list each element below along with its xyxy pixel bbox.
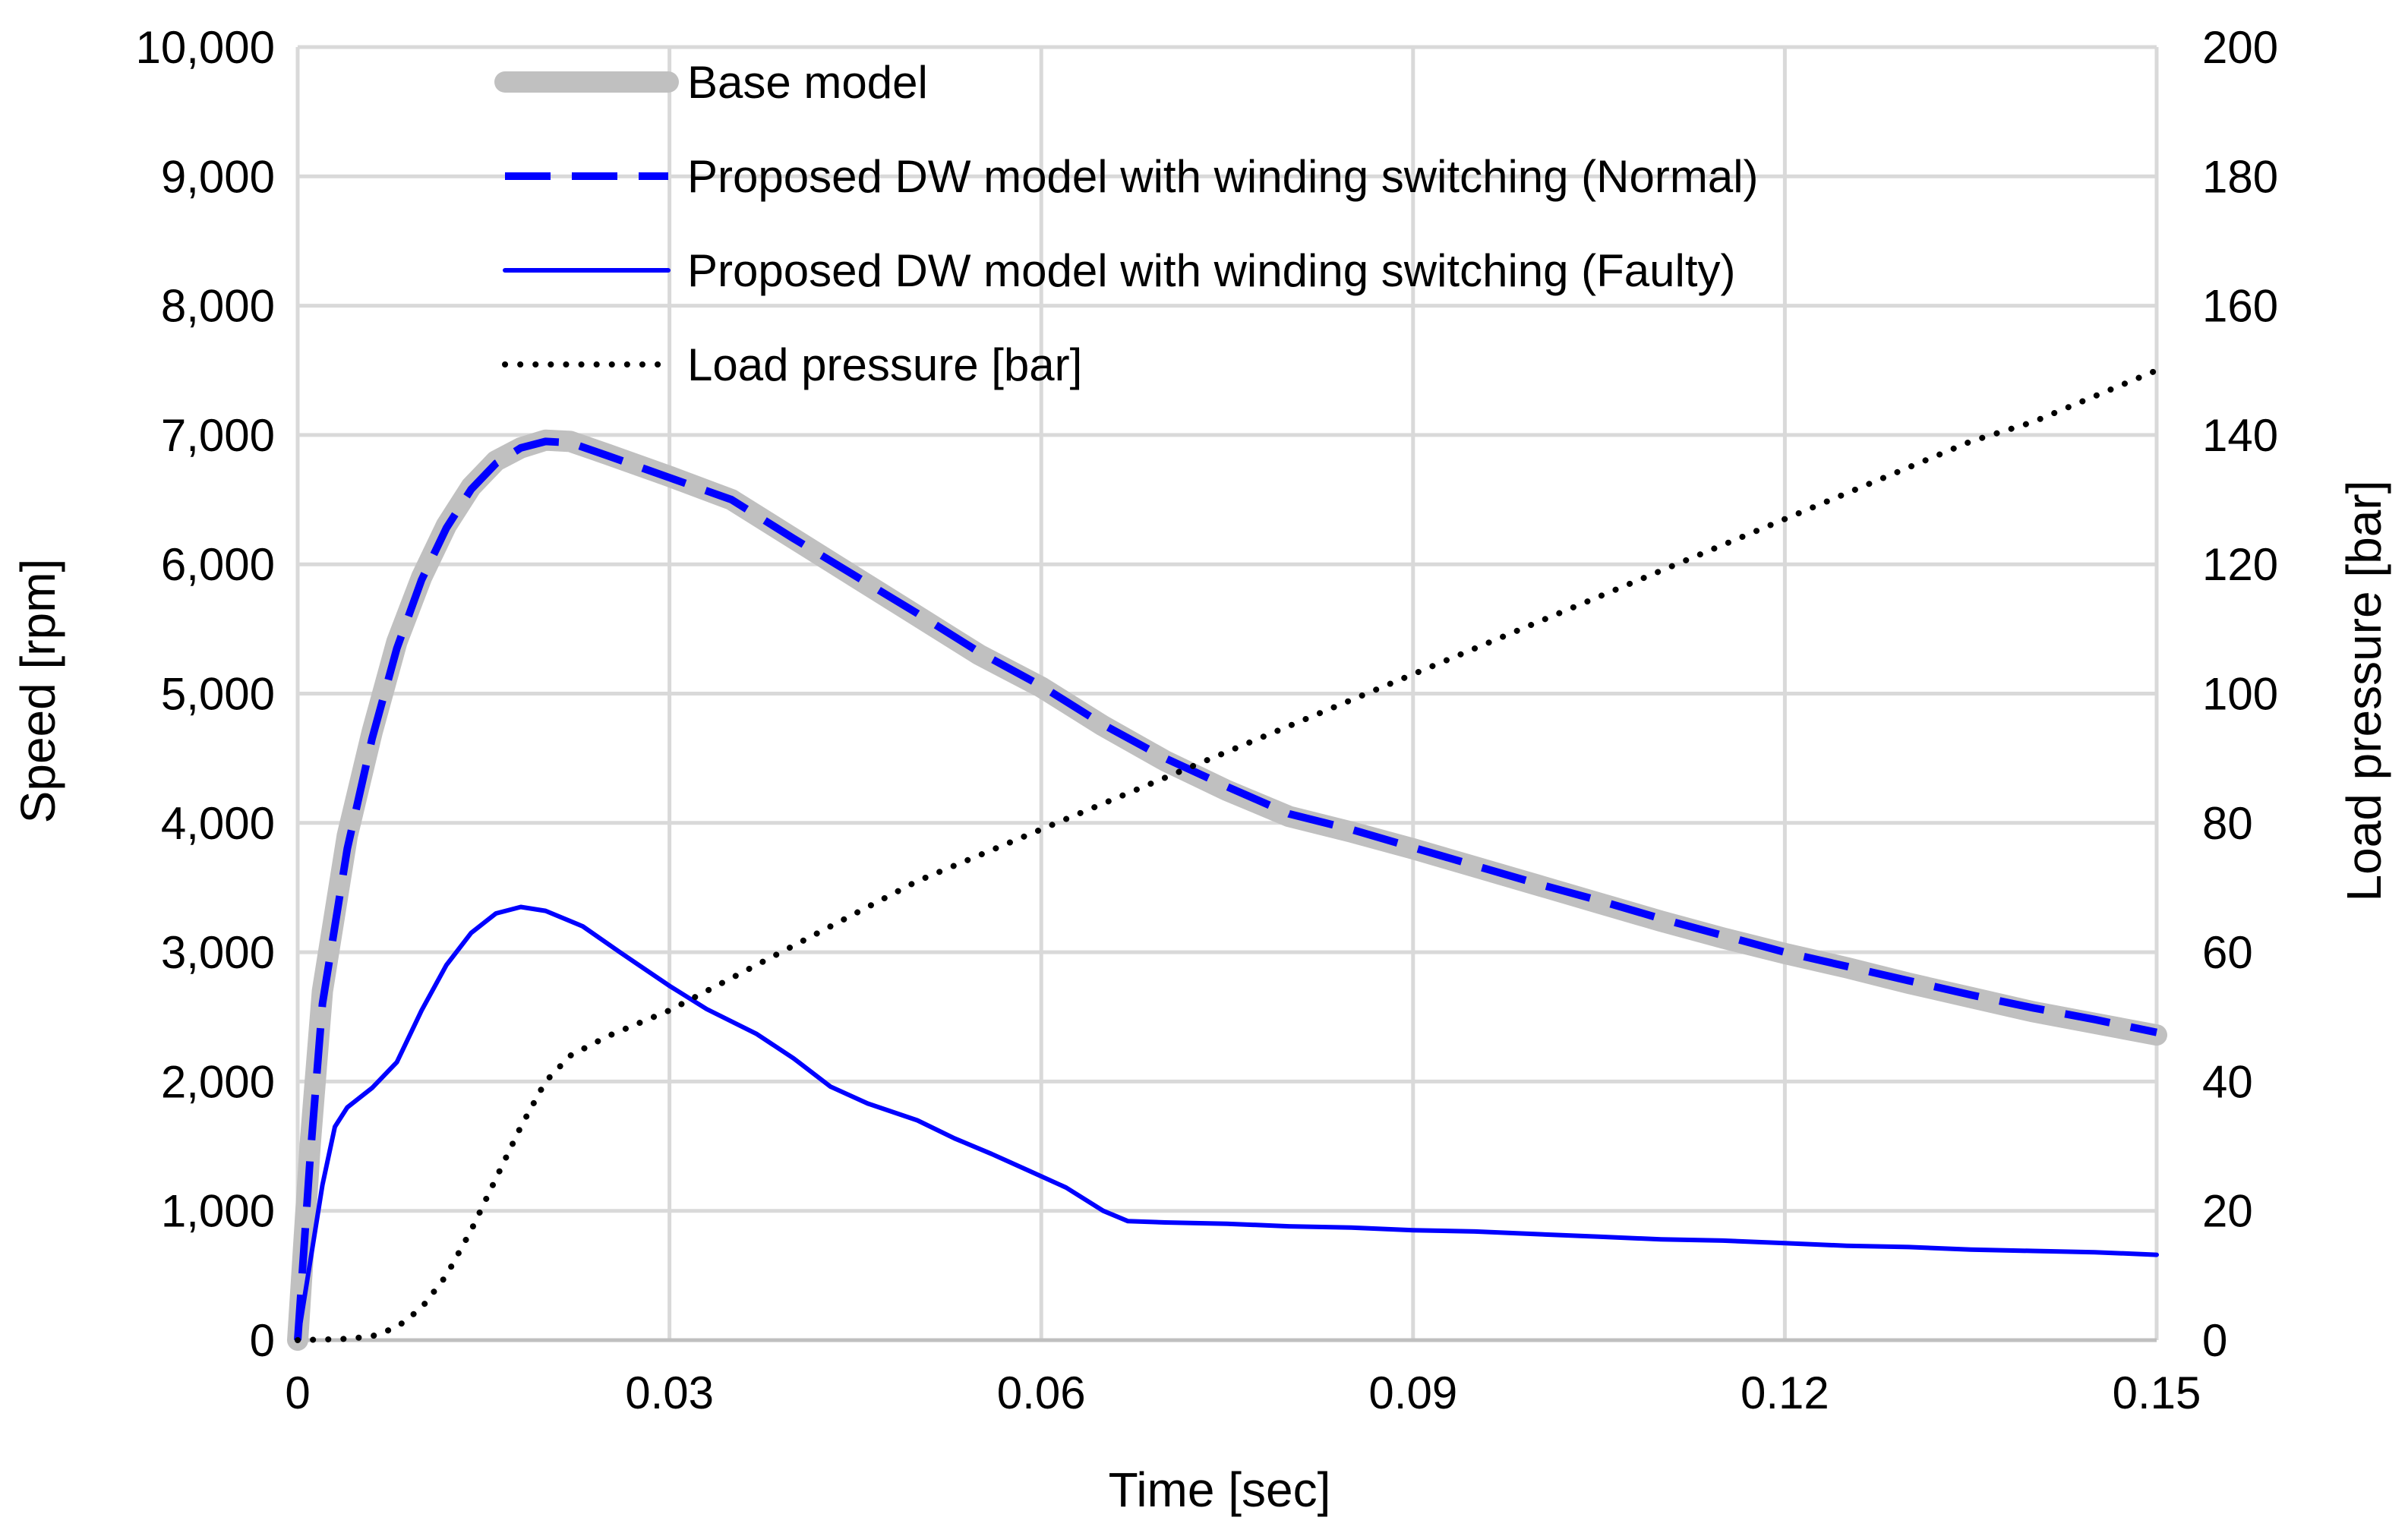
series-line-2 — [294, 437, 2158, 1341]
legend-label-1: Base model — [687, 57, 928, 108]
y-right-tick-label: 180 — [2202, 151, 2278, 202]
x-tick-label: 0.03 — [625, 1367, 714, 1418]
y-right-tick-label: 140 — [2202, 410, 2278, 461]
series-line-3 — [295, 904, 2159, 1342]
series-line-4 — [295, 367, 2160, 1343]
x-tick-label: 0.09 — [1368, 1367, 1457, 1418]
x-tick-label: 0.12 — [1741, 1367, 1829, 1418]
y-left-tick-label: 8,000 — [161, 281, 275, 332]
series-lines — [287, 367, 2167, 1351]
series-line-1 — [287, 429, 2167, 1351]
x-axis-title: Time [sec] — [1109, 1462, 1331, 1517]
x-tick-label: 0 — [285, 1367, 310, 1418]
legend-label-3: Proposed DW model with winding switching… — [687, 245, 1736, 296]
y-right-tick-label: 20 — [2202, 1186, 2253, 1237]
legend: Base model Proposed DW model with winding… — [494, 57, 1759, 390]
y-right-tick-label: 0 — [2202, 1315, 2227, 1366]
y-axis-right-title: Load pressure [bar] — [2337, 481, 2391, 902]
x-tick-label: 0.15 — [2113, 1367, 2201, 1418]
y-right-tick-label: 160 — [2202, 281, 2278, 332]
gridlines — [298, 45, 2159, 1340]
y-left-tick-label: 3,000 — [161, 927, 275, 978]
y-left-tick-label: 9,000 — [161, 151, 275, 202]
x-tick-label: 0.06 — [997, 1367, 1086, 1418]
y-left-tick-label: 2,000 — [161, 1056, 275, 1107]
legend-label-2: Proposed DW model with winding switching… — [687, 151, 1759, 202]
y-right-tick-label: 100 — [2202, 669, 2278, 720]
y-left-tick-label: 1,000 — [161, 1186, 275, 1237]
legend-label-4: Load pressure [bar] — [687, 339, 1082, 390]
y-right-tick-label: 40 — [2202, 1056, 2253, 1107]
y-left-tick-label: 5,000 — [161, 669, 275, 720]
axes — [295, 47, 2157, 1342]
y-right-tick-label: 60 — [2202, 927, 2253, 978]
y-left-tick-label: 6,000 — [161, 539, 275, 590]
y-right-tick-label: 200 — [2202, 22, 2278, 73]
tick-labels: 0 0.03 0.06 0.09 0.12 0.1501,0002,0003,0004,0… — [135, 22, 2278, 1418]
y-left-tick-label: 4,000 — [161, 798, 275, 849]
y-left-tick-label: 0 — [250, 1315, 275, 1366]
y-left-tick-label: 10,000 — [135, 22, 275, 73]
y-right-tick-label: 120 — [2202, 539, 2278, 590]
y-left-tick-label: 7,000 — [161, 410, 275, 461]
y-axis-left-title: Speed [rpm] — [11, 559, 65, 824]
y-right-tick-label: 80 — [2202, 798, 2253, 849]
